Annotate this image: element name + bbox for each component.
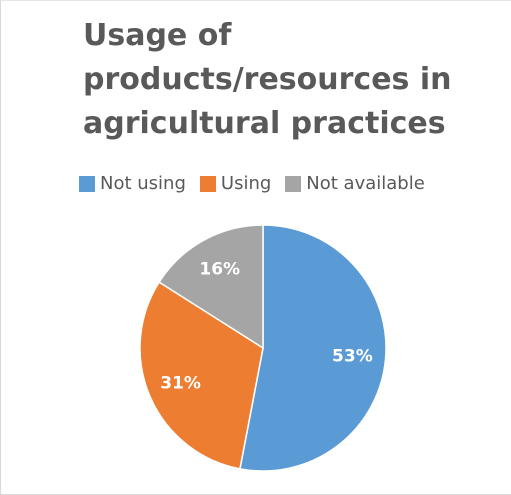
legend-swatch-not-available xyxy=(285,175,302,192)
pie-slice-not-available xyxy=(158,224,264,350)
chart-legend: Not using Using Not available xyxy=(79,173,425,194)
legend-swatch-not-using xyxy=(79,175,95,192)
legend-item-not-available: Not available xyxy=(285,173,425,194)
legend-label-using: Using xyxy=(220,173,272,194)
data-label-not-using: 53% xyxy=(332,346,373,366)
legend-swatch-using xyxy=(199,175,216,192)
chart-title: Usage of products/resources in agricultu… xyxy=(83,18,452,141)
legend-item-using: Using xyxy=(199,173,272,194)
data-label-not-available: 16% xyxy=(199,259,240,279)
legend-item-not-using: Not using xyxy=(79,173,186,194)
data-label-using: 31% xyxy=(160,374,201,394)
legend-label-not-using: Not using xyxy=(100,173,186,194)
legend-label-not-available: Not available xyxy=(306,173,425,194)
pie-slice-not-using xyxy=(239,224,387,472)
